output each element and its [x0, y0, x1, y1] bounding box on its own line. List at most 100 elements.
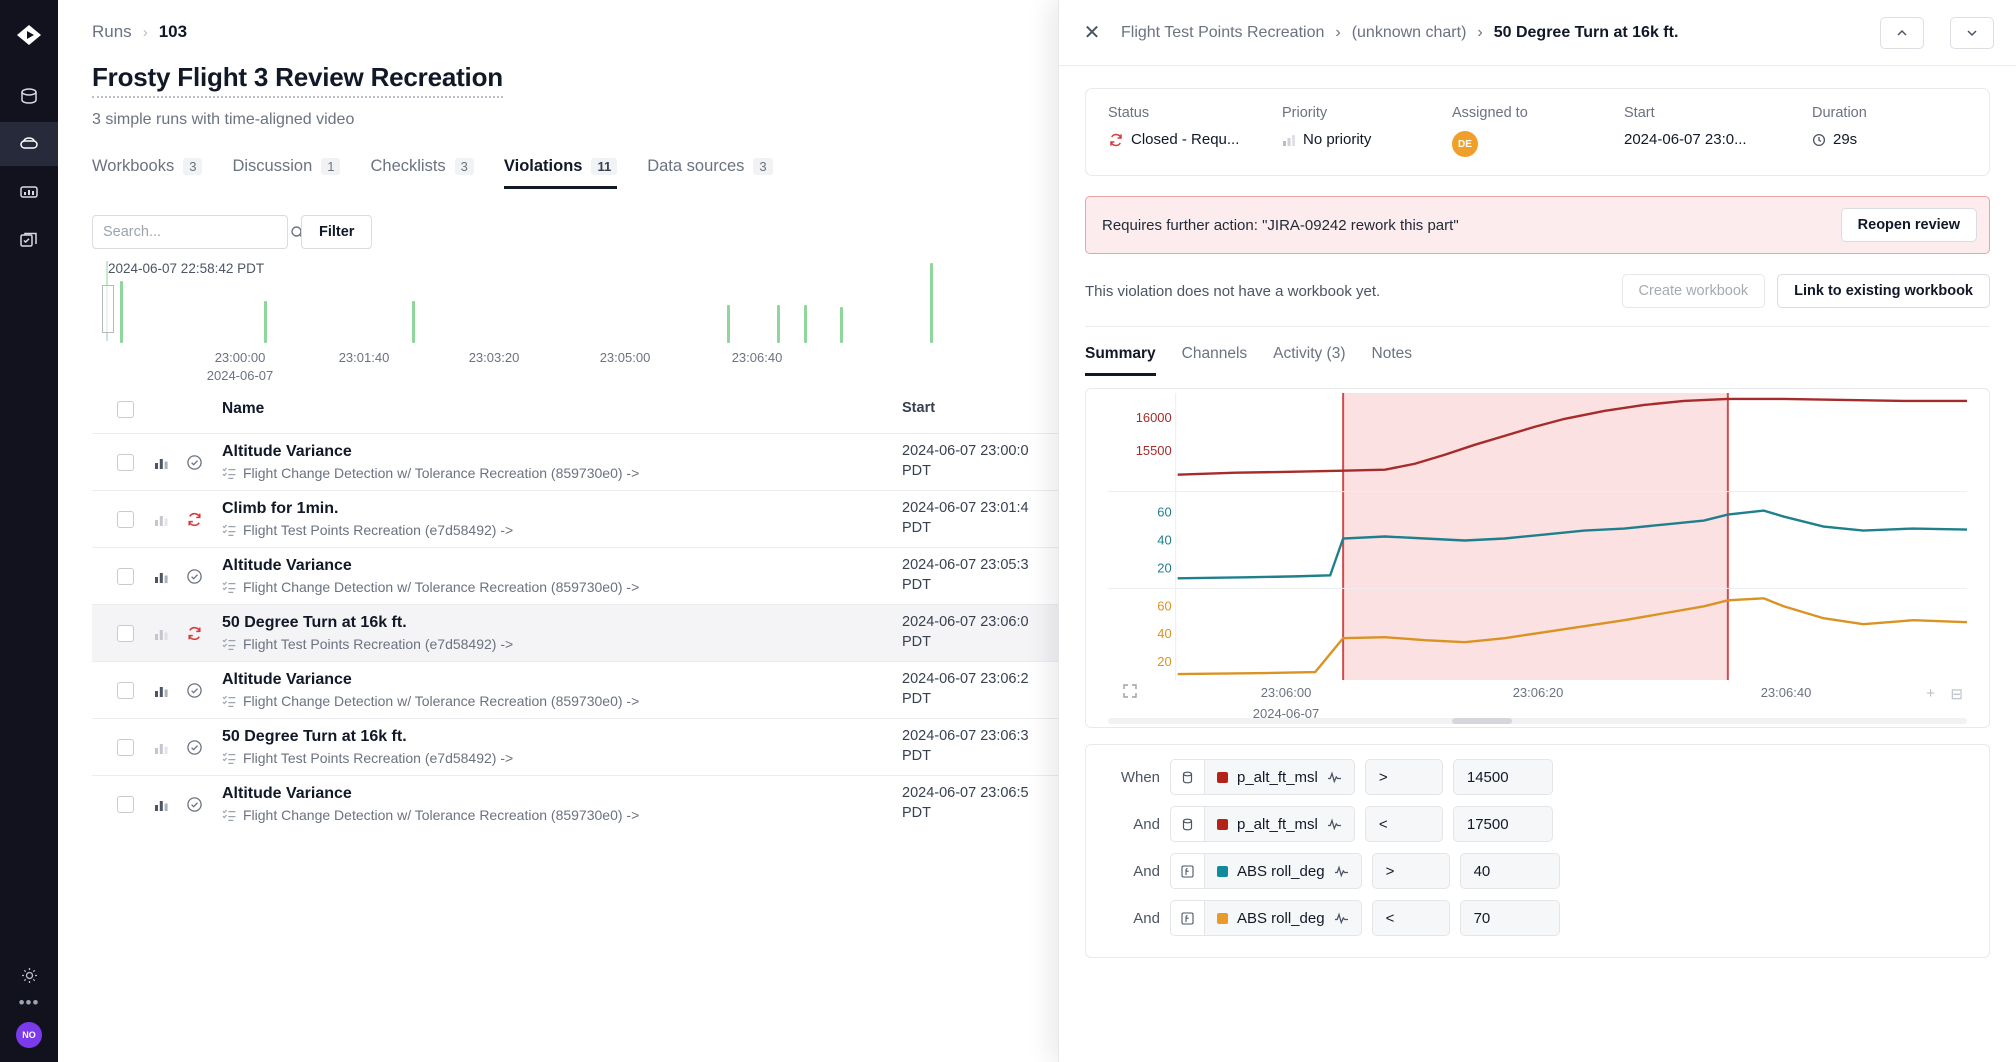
header-name[interactable]: Name	[222, 400, 265, 417]
search-input[interactable]	[103, 224, 290, 240]
app-logo-icon[interactable]	[12, 18, 46, 52]
table-row[interactable]: Altitude Variance Flight Change Detection…	[92, 661, 1092, 718]
assignee-avatar[interactable]: DE	[1452, 131, 1478, 157]
timeline-event-bar[interactable]	[263, 301, 267, 343]
condition-channel[interactable]: p_alt_ft_msl	[1205, 769, 1354, 786]
condition-channel[interactable]: ABS roll_deg	[1205, 863, 1361, 880]
bar-chart-icon[interactable]	[154, 455, 186, 470]
row-source[interactable]: Flight Change Detection w/ Tolerance Rec…	[222, 807, 902, 823]
reopen-review-button[interactable]: Reopen review	[1840, 208, 1977, 242]
waveform-icon[interactable]	[1334, 911, 1349, 926]
row-checkbox[interactable]	[117, 510, 134, 528]
rail-item-runs[interactable]	[0, 122, 58, 166]
database-icon[interactable]	[1171, 760, 1205, 794]
bar-chart-icon[interactable]	[154, 569, 186, 584]
header-start[interactable]: Start	[902, 400, 936, 417]
table-row[interactable]: Climb for 1min. Flight Test Points Recrea…	[92, 490, 1092, 547]
page-title[interactable]: Frosty Flight 3 Review Recreation	[92, 62, 503, 98]
timeline-event-bar[interactable]	[727, 305, 730, 343]
row-select-cell[interactable]	[92, 738, 154, 756]
row-source[interactable]: Flight Test Points Recreation (e7d58492)…	[222, 636, 902, 652]
create-workbook-button[interactable]: Create workbook	[1621, 274, 1766, 308]
timeline-event-bar[interactable]	[412, 301, 415, 343]
breadcrumb-runs[interactable]: Runs	[92, 22, 132, 41]
row-checkbox[interactable]	[117, 795, 134, 813]
tab-checklists[interactable]: Checklists 3	[370, 157, 474, 189]
reopen-icon[interactable]	[186, 511, 222, 528]
database-icon[interactable]	[1171, 807, 1205, 841]
row-checkbox[interactable]	[117, 624, 134, 642]
waveform-icon[interactable]	[1334, 864, 1349, 879]
link-workbook-button[interactable]: Link to existing workbook	[1777, 274, 1990, 308]
drawer-tab-summary[interactable]: Summary	[1085, 331, 1156, 376]
tab-data-sources[interactable]: Data sources 3	[647, 157, 773, 189]
bar-chart-icon[interactable]	[154, 512, 186, 527]
tab-discussion[interactable]: Discussion 1	[232, 157, 341, 189]
rail-item-checklists[interactable]	[0, 218, 58, 262]
condition-operator-select[interactable]: <	[1371, 900, 1450, 936]
more-dots-icon[interactable]: •••	[18, 993, 40, 1012]
waveform-icon[interactable]	[1327, 817, 1342, 832]
row-source[interactable]: Flight Change Detection w/ Tolerance Rec…	[222, 579, 902, 595]
row-select-cell[interactable]	[92, 453, 154, 471]
close-icon[interactable]: ✕	[1083, 21, 1101, 44]
bar-chart-icon[interactable]	[154, 797, 186, 812]
bar-chart-icon[interactable]	[154, 626, 186, 641]
sun-icon[interactable]	[21, 967, 38, 984]
row-source[interactable]: Flight Test Points Recreation (e7d58492)…	[222, 750, 902, 766]
table-row[interactable]: Altitude Variance Flight Change Detection…	[92, 547, 1092, 604]
condition-channel[interactable]: ABS roll_deg	[1205, 910, 1361, 927]
chart-scrollbar-thumb[interactable]	[1451, 718, 1512, 724]
row-source[interactable]: Flight Test Points Recreation (e7d58492)…	[222, 522, 902, 538]
row-name[interactable]: 50 Degree Turn at 16k ft.	[222, 728, 407, 745]
row-select-cell[interactable]	[92, 681, 154, 699]
row-checkbox[interactable]	[117, 567, 134, 585]
function-icon[interactable]	[1171, 854, 1205, 888]
condition-operator-select[interactable]: <	[1364, 806, 1443, 842]
timeline-event-bar[interactable]	[839, 307, 843, 343]
bar-chart-icon[interactable]	[154, 683, 186, 698]
row-name[interactable]: Altitude Variance	[222, 671, 352, 688]
row-checkbox[interactable]	[117, 453, 134, 471]
waveform-icon[interactable]	[1327, 770, 1342, 785]
check-circle-icon[interactable]	[186, 739, 222, 756]
minus-icon[interactable]: ⊟	[1950, 686, 1963, 703]
select-all-checkbox[interactable]	[117, 400, 134, 418]
table-row[interactable]: Altitude Variance Flight Change Detection…	[92, 775, 1092, 832]
row-source[interactable]: Flight Change Detection w/ Tolerance Rec…	[222, 465, 902, 481]
row-name[interactable]: 50 Degree Turn at 16k ft.	[222, 614, 407, 631]
row-source[interactable]: Flight Change Detection w/ Tolerance Rec…	[222, 693, 902, 709]
filter-button[interactable]: Filter	[301, 215, 373, 249]
expand-icon[interactable]	[1122, 683, 1138, 699]
row-name[interactable]: Altitude Variance	[222, 557, 352, 574]
next-violation-button[interactable]	[1950, 16, 1994, 49]
row-name[interactable]: Altitude Variance	[222, 443, 352, 460]
tab-violations[interactable]: Violations 11	[503, 157, 618, 189]
function-icon[interactable]	[1171, 901, 1205, 935]
condition-value-field[interactable]: 14500	[1452, 759, 1553, 795]
timeline-event-bar[interactable]	[119, 281, 123, 343]
condition-channel-select[interactable]: ABS roll_deg	[1170, 853, 1362, 889]
row-checkbox[interactable]	[117, 681, 134, 699]
condition-channel[interactable]: p_alt_ft_msl	[1205, 816, 1354, 833]
timeline-event-bar[interactable]	[929, 263, 933, 343]
reopen-icon[interactable]	[186, 625, 222, 642]
row-select-cell[interactable]	[92, 567, 154, 585]
table-row[interactable]: Altitude Variance Flight Change Detection…	[92, 433, 1092, 490]
check-circle-icon[interactable]	[186, 454, 222, 471]
row-checkbox[interactable]	[117, 738, 134, 756]
timeline-selection-handle[interactable]	[102, 285, 114, 333]
condition-value-field[interactable]: 70	[1459, 900, 1560, 936]
drawer-tab-notes[interactable]: Notes	[1371, 345, 1413, 362]
bar-chart-icon[interactable]	[154, 740, 186, 755]
row-name[interactable]: Climb for 1min.	[222, 500, 339, 517]
plus-icon[interactable]: +	[1926, 685, 1935, 702]
check-circle-icon[interactable]	[186, 568, 222, 585]
condition-channel-select[interactable]: ABS roll_deg	[1170, 900, 1362, 936]
condition-channel-select[interactable]: p_alt_ft_msl	[1170, 806, 1355, 842]
search-box[interactable]	[92, 215, 305, 249]
rail-item-database[interactable]	[0, 74, 58, 118]
drawer-tab-activity[interactable]: Activity (3)	[1273, 345, 1346, 362]
timeline-event-bar[interactable]	[776, 305, 780, 343]
avatar[interactable]: NO	[16, 1022, 42, 1048]
